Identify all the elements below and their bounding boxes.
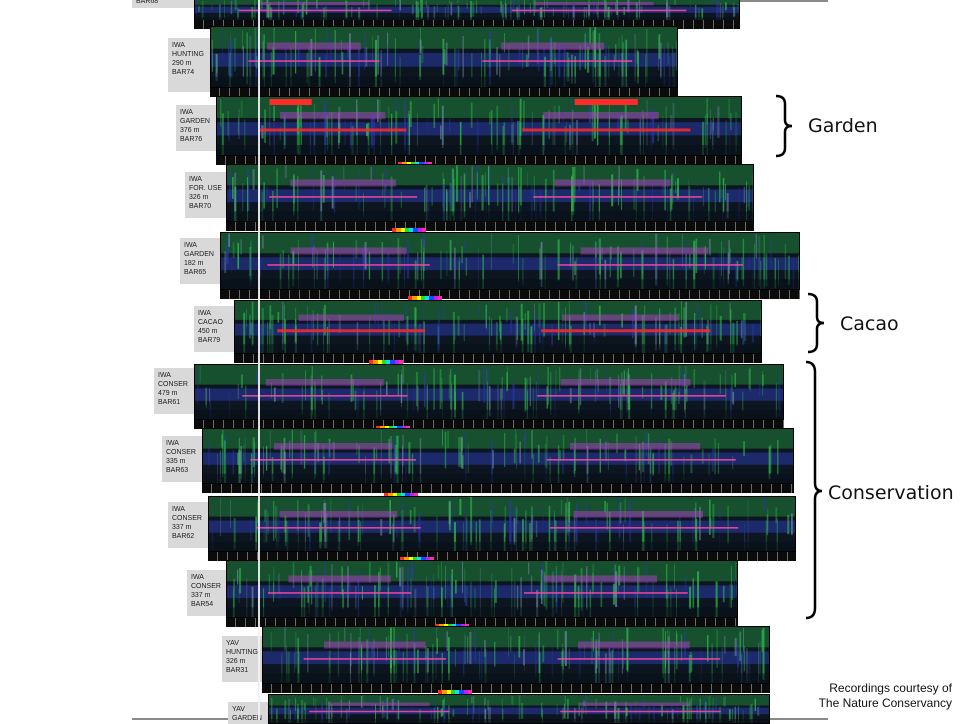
recording-label-line: FOR. USE — [189, 184, 222, 193]
cacao-group-label: Cacao — [840, 313, 899, 335]
recording-label-line: IWA — [172, 505, 204, 514]
recordings-credit: Recordings courtesy of The Nature Conser… — [819, 681, 952, 711]
recording-label-line: CONSER — [158, 380, 190, 389]
spectrogram-image — [202, 428, 794, 484]
recording-label-line: BAR74 — [172, 68, 206, 77]
recording-label-line: 326 m — [189, 193, 222, 202]
credit-line-1: Recordings courtesy of — [819, 681, 952, 696]
recording-label-line: HUNTING — [172, 50, 206, 59]
credit-line-2: The Nature Conservancy — [819, 696, 952, 711]
recording-label-line: BAR65 — [184, 268, 216, 277]
recording-label-line: BAR61 — [158, 398, 190, 407]
recording-label-line: 326 m — [226, 657, 258, 666]
spectrogram-image — [210, 26, 678, 88]
conservation-group-label: Conservation — [828, 482, 954, 504]
recording-label-line: BAR79 — [198, 336, 230, 345]
recording-label-line: IWA — [158, 371, 190, 380]
spectrogram-image — [262, 626, 770, 684]
recording-label-line: IWA — [166, 439, 198, 448]
recording-label-line: 335 m — [166, 457, 198, 466]
recording-label-line: BAR31 — [226, 666, 258, 675]
recording-label-line: IWA — [180, 108, 212, 117]
recording-label-line: 337 m — [191, 591, 222, 600]
recording-label-line: IWA — [191, 573, 222, 582]
recording-label-line: BAR68 — [136, 0, 190, 6]
recording-label-line: GARDEN — [180, 117, 212, 126]
timeline-ruler — [226, 222, 754, 231]
spectrogram-image — [194, 0, 740, 22]
recording-label-line: CONSER — [172, 514, 204, 523]
conservation-bracket — [804, 360, 824, 620]
recording-label-line: CACAO — [198, 318, 230, 327]
recording-label: BAR68 — [132, 0, 194, 8]
timeline-ruler — [234, 354, 762, 363]
spectrogram-image — [216, 96, 742, 156]
garden-group-label: Garden — [808, 115, 878, 137]
playhead-line — [258, 0, 260, 720]
spectrogram-image — [194, 364, 784, 420]
recording-label-line: 290 m — [172, 59, 206, 68]
timeline-ruler — [202, 484, 794, 493]
recording-label-line: HUNTING — [226, 648, 258, 657]
recording-label-line: BAR54 — [191, 600, 222, 609]
recording-label-line: 182 m — [184, 259, 216, 268]
cacao-bracket — [806, 292, 826, 354]
recording-label-line: 337 m — [172, 523, 204, 532]
spectrogram-image — [226, 560, 738, 618]
recording-label-line: BAR63 — [166, 466, 198, 475]
recording-label-line: IWA — [198, 309, 230, 318]
recording-label-line: IWA — [184, 241, 216, 250]
recording-label-line: BAR62 — [172, 532, 204, 541]
spectrogram-image — [234, 300, 762, 354]
recording-label-line: 376 m — [180, 126, 212, 135]
recording-label-line: BAR70 — [189, 202, 222, 211]
garden-bracket — [774, 94, 794, 158]
timeline-ruler — [220, 290, 800, 299]
recording-label-line: CONSER — [191, 582, 222, 591]
recording-label-line: BAR76 — [180, 135, 212, 144]
spectrogram-image — [208, 496, 796, 552]
spectrogram-image — [220, 232, 800, 290]
timeline-ruler — [262, 684, 770, 693]
spectrogram-image — [226, 164, 754, 222]
recording-label-line: GARDEN — [184, 250, 216, 259]
recording-label-line: 450 m — [198, 327, 230, 336]
recording-label-line: 479 m — [158, 389, 190, 398]
recording-label-line: YAV — [226, 639, 258, 648]
recording-label-line: IWA — [189, 175, 222, 184]
recording-label-line: IWA — [172, 41, 206, 50]
recording-label-line: CONSER — [166, 448, 198, 457]
